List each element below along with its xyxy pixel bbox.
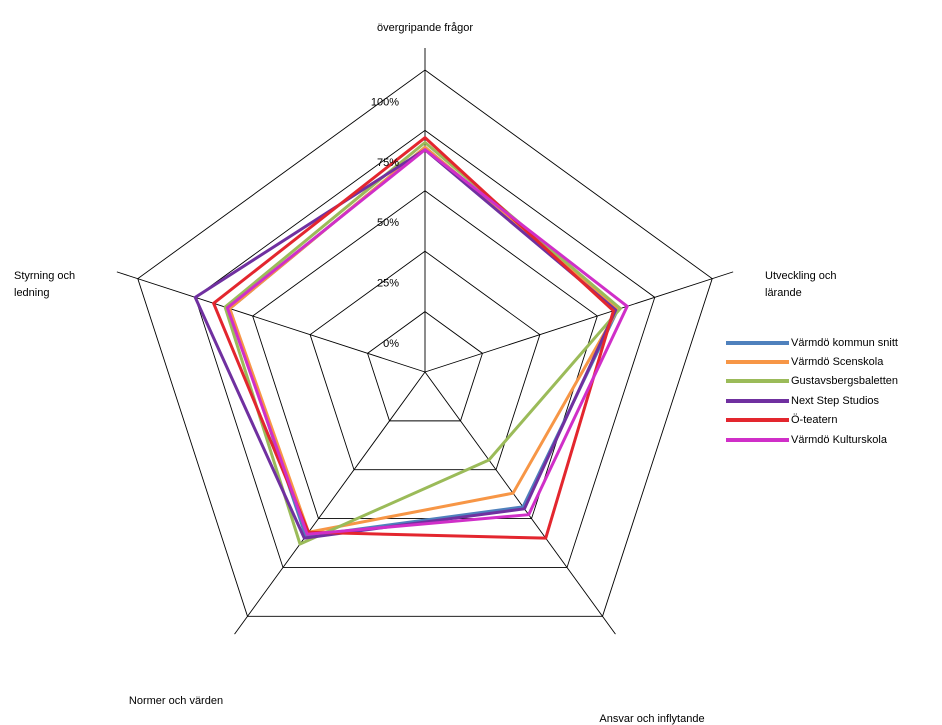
axis-line <box>424 271 734 373</box>
axis-line <box>116 271 426 373</box>
axis-label: Ansvar och inflytande <box>599 713 704 725</box>
legend-item: Ö-teatern <box>726 411 898 430</box>
axis-label: Normer och värden <box>129 695 223 707</box>
tick-label: 100% <box>371 96 399 108</box>
tick-label: 0% <box>383 338 399 350</box>
grid-ring <box>137 69 713 617</box>
tick-label: 50% <box>377 217 399 229</box>
series-line <box>225 148 629 536</box>
axis-line <box>424 371 616 635</box>
legend-label: Gustavsbergsbaletten <box>791 375 899 388</box>
series-line <box>228 145 620 534</box>
tick-label: 75% <box>377 157 399 169</box>
axis-label: övergripande frågor <box>377 22 473 34</box>
series-line <box>223 140 622 546</box>
legend-swatch <box>726 398 789 403</box>
legend-label: Värmdö Scenskola <box>791 356 884 369</box>
legend-swatch <box>726 379 789 384</box>
legend-label: Värmdö kommun snitt <box>791 336 898 349</box>
legend-item: Gustavsbergsbaletten <box>726 372 898 391</box>
tick-label: 25% <box>377 278 399 290</box>
series-line <box>193 148 618 540</box>
axis-line <box>234 371 426 635</box>
radar-axes <box>116 48 734 635</box>
legend-swatch <box>726 360 789 365</box>
axis-label: Utveckling och lärande <box>765 270 837 299</box>
grid-ring <box>309 250 541 471</box>
tick-labels: 0% 25% 50% 75% 100% <box>371 96 399 350</box>
legend-item: Next Step Studios <box>726 391 898 410</box>
axis-label: Styrning och ledning <box>14 270 75 299</box>
radar-series <box>193 136 629 546</box>
legend-item: Värmdö Scenskola <box>726 352 898 371</box>
legend-swatch <box>726 437 789 442</box>
legend: Värmdö kommun snitt Värmdö Scenskola Gusta… <box>726 333 898 449</box>
legend-label: Ö-teatern <box>791 414 838 427</box>
legend-label: Värmdö Kulturskola <box>791 433 887 446</box>
grid-ring <box>367 311 483 422</box>
grid-ring <box>194 129 656 568</box>
axis-labels: övergripande frågor Utveckling och lärande… <box>14 22 837 725</box>
series-line <box>212 136 615 540</box>
legend-item: Värmdö kommun snitt <box>726 333 898 352</box>
legend-item: Värmdö Kulturskola <box>726 430 898 449</box>
legend-swatch <box>726 340 789 345</box>
legend-swatch <box>726 418 789 423</box>
legend-label: Next Step Studios <box>791 394 880 407</box>
